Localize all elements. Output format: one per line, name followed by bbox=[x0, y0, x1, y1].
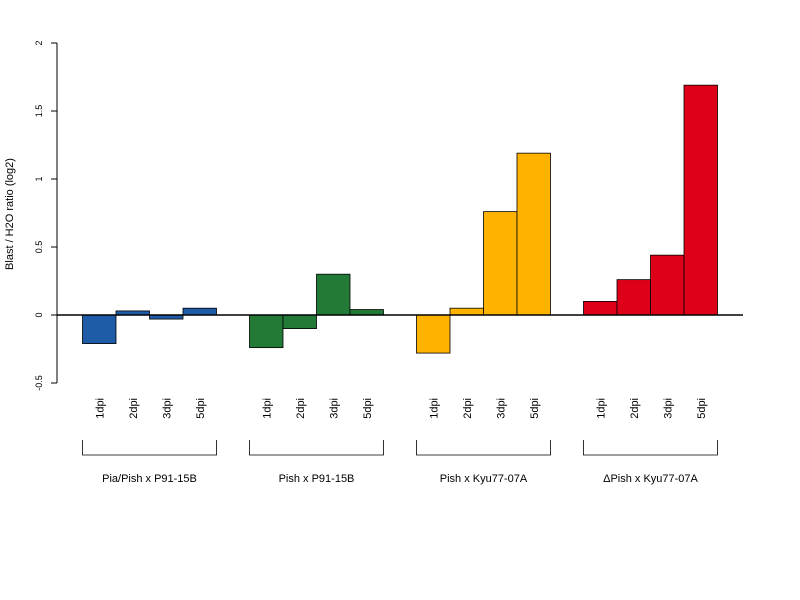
y-tick-label: 1 bbox=[34, 176, 44, 181]
bar bbox=[316, 273, 351, 316]
x-tick-label: 2dpi bbox=[128, 398, 140, 419]
x-tick-label: 5dpi bbox=[696, 398, 708, 419]
x-tick-label: 3dpi bbox=[662, 398, 674, 419]
x-tick-label: 3dpi bbox=[328, 398, 340, 419]
bar bbox=[449, 307, 484, 316]
bar bbox=[249, 314, 284, 349]
x-tick-labels: 1dpi 2dpi 3dpi 5dpi 1dpi 2dpi 3dpi 5dpi 1dpi 2dpi… bbox=[94, 398, 708, 419]
group-bracket bbox=[249, 440, 384, 456]
bar bbox=[683, 84, 718, 316]
y-axis: -0.5 0 0.5 1 1.5 2 bbox=[34, 40, 58, 391]
group-brackets: Pia/Pish x P91-15B Pish x P91-15B Pish x K… bbox=[82, 440, 718, 485]
y-axis-label: Blast / H2O ratio (log2) bbox=[4, 158, 16, 270]
group-bracket bbox=[583, 440, 718, 456]
x-tick-label: 2dpi bbox=[462, 398, 474, 419]
y-tick-label: 1.5 bbox=[34, 105, 44, 118]
x-tick-label: 1dpi bbox=[428, 398, 440, 419]
x-tick-label: 5dpi bbox=[195, 398, 207, 419]
bar bbox=[82, 314, 117, 344]
group-bracket bbox=[416, 440, 551, 456]
group-label: Pish x P91-15B bbox=[279, 473, 355, 485]
bar bbox=[516, 152, 551, 316]
group-label: ΔPish x Kyu77-07A bbox=[603, 473, 698, 485]
bar bbox=[616, 279, 651, 316]
x-tick-label: 5dpi bbox=[529, 398, 541, 419]
bar bbox=[282, 314, 317, 330]
x-tick-label: 1dpi bbox=[94, 398, 106, 419]
x-tick-label: 1dpi bbox=[595, 398, 607, 419]
group-label: Pish x Kyu77-07A bbox=[440, 473, 528, 485]
bar bbox=[416, 314, 451, 354]
bar bbox=[650, 254, 685, 316]
x-tick-label: 2dpi bbox=[629, 398, 641, 419]
x-tick-label: 3dpi bbox=[161, 398, 173, 419]
bar bbox=[349, 309, 384, 316]
y-tick-label: -0.5 bbox=[34, 375, 44, 391]
y-tick-label: 0 bbox=[34, 312, 44, 317]
bar bbox=[483, 211, 518, 316]
y-tick-label: 0.5 bbox=[34, 241, 44, 254]
bar bbox=[583, 300, 618, 316]
x-tick-label: 2dpi bbox=[295, 398, 307, 419]
group-label: Pia/Pish x P91-15B bbox=[102, 473, 197, 485]
x-tick-label: 5dpi bbox=[362, 398, 374, 419]
x-tick-label: 3dpi bbox=[495, 398, 507, 419]
x-tick-label: 1dpi bbox=[261, 398, 273, 419]
y-tick-label: 2 bbox=[34, 40, 44, 45]
bar bbox=[182, 307, 217, 316]
bars bbox=[82, 84, 718, 354]
group-bracket bbox=[82, 440, 217, 456]
